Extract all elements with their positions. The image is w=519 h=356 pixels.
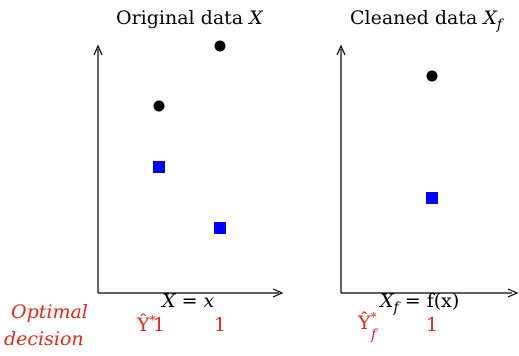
panel-cleaned-title-sub: f bbox=[496, 17, 505, 33]
panel-original-decision-symbol: Ŷ* bbox=[136, 313, 156, 336]
panel-original-point-square-1 bbox=[153, 161, 165, 173]
panel-cleaned-title-var: X bbox=[481, 7, 498, 29]
panel-cleaned-xlabel-sub: f bbox=[393, 300, 402, 316]
panel-original-xlabel: X = x bbox=[160, 290, 215, 312]
decision-label-line2: decision bbox=[4, 328, 84, 350]
panel-original-point-circle-2 bbox=[214, 40, 226, 52]
panel-original-decision-value-1: 1 bbox=[153, 314, 165, 336]
panel-original: Original data X X = x Ŷ* 1 1 bbox=[93, 7, 284, 336]
panel-original-x-arrowhead bbox=[272, 288, 284, 298]
panel-cleaned-y-arrowhead bbox=[336, 44, 346, 56]
panel-cleaned-title: Cleaned data Xf bbox=[350, 7, 505, 33]
panel-cleaned-point-square-1 bbox=[426, 192, 438, 204]
panel-original-point-square-2 bbox=[214, 222, 226, 234]
panel-cleaned-xlabel-var: X bbox=[378, 290, 395, 312]
decision-label: Optimal decision bbox=[4, 301, 88, 350]
panel-original-y-arrowhead bbox=[93, 44, 103, 56]
panel-original-title: Original data X bbox=[116, 7, 264, 29]
panel-cleaned-xlabel-rest: = f(x) bbox=[399, 290, 460, 312]
decision-label-line1: Optimal bbox=[11, 301, 88, 323]
panel-cleaned-decision-star: * bbox=[371, 310, 377, 324]
panel-cleaned-xlabel: Xf = f(x) bbox=[378, 290, 459, 316]
panel-cleaned-point-circle-1 bbox=[426, 70, 438, 82]
panel-original-decision-value-2: 1 bbox=[214, 314, 226, 336]
panel-cleaned-decision-sub: f bbox=[370, 327, 379, 343]
panel-original-decision-yhat: Ŷ bbox=[136, 313, 150, 336]
panel-cleaned: Cleaned data Xf Xf = f(x) Ŷ* f 1 bbox=[336, 7, 519, 343]
panel-original-title-main: Original data bbox=[116, 7, 249, 29]
panel-cleaned-decision-yhat: Ŷ bbox=[357, 311, 371, 334]
panel-cleaned-x-arrowhead bbox=[507, 288, 519, 298]
panel-cleaned-decision-symbol: Ŷ* f bbox=[357, 310, 379, 343]
panel-original-title-var: X bbox=[247, 7, 264, 29]
panel-cleaned-title-main: Cleaned data bbox=[350, 7, 483, 29]
panel-original-decision-star: * bbox=[150, 313, 156, 327]
panel-original-point-circle-1 bbox=[153, 100, 165, 112]
panel-cleaned-decision-value-1: 1 bbox=[426, 314, 438, 336]
